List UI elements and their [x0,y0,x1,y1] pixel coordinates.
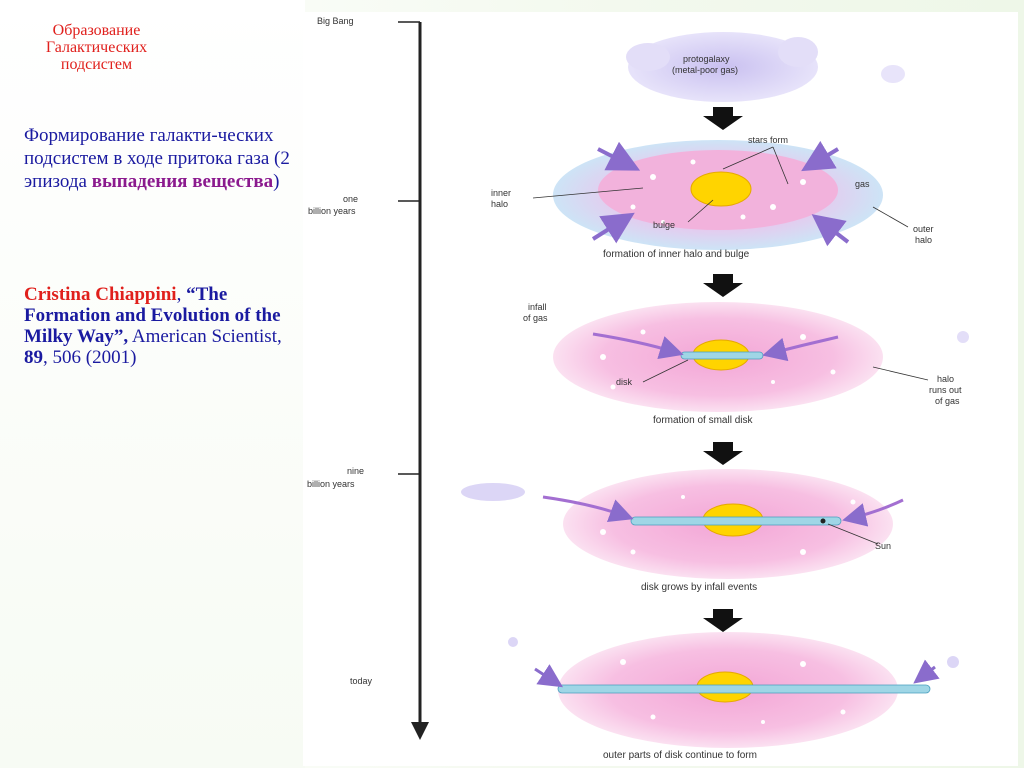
label-one-billion-2: billion years [308,206,356,216]
label-infall: infall [528,302,547,312]
figure-svg: Big Bang one billion years nine billion … [307,16,969,761]
label-inner-halo-2: halo [491,199,508,209]
reference-volume: 89 [24,347,43,368]
arrow-down-icon [703,107,743,130]
label-stars-form: stars form [748,135,788,145]
text-panel: Образование Галактических подсистем Форм… [0,0,305,768]
label-disk: disk [616,377,633,387]
caption-stage-4: outer parts of disk continue to form [603,750,757,761]
label-protogalaxy-2: (metal-poor gas) [672,65,738,75]
label-halo-runs-out-2: runs out [929,385,962,395]
label-infall-2: of gas [523,313,548,323]
arrow-down-icon [703,442,743,465]
label-halo-runs-out-3: of gas [935,396,960,406]
caption-stage-2: formation of small disk [653,415,753,426]
timeline-arrow-icon [411,722,429,740]
caption-stage-1: formation of inner halo and bulge [603,249,750,260]
caption-stage-3: disk grows by infall events [641,582,757,593]
description-end: ) [273,171,280,192]
reference-author: Cristina Chiappini [24,284,177,305]
label-sun: Sun [875,541,891,551]
label-outer-halo-2: halo [915,235,932,245]
reference-sep: , [176,284,187,305]
slide-title: Образование Галактических подсистем [45,22,148,73]
reference-pages: , 506 (2001) [43,347,137,368]
reference-journal: American Scientist, [128,326,282,347]
stage-protogalaxy: protogalaxy (metal-poor gas) [626,32,905,102]
reference-work: “The Formation and Evolution of the Milk… [24,284,281,347]
label-inner-halo: inner [491,188,511,198]
arrow-down-icon [703,609,743,632]
arrow-down-icon [703,274,743,297]
stage-inner-halo-bulge: stars form gas inner halo bulge outer ha… [491,135,934,260]
label-big-bang: Big Bang [317,16,354,26]
slide-description: Формирование галакти-ческих подсистем в … [24,124,299,193]
label-gas: gas [855,179,870,189]
stage-disk-grows: Sun disk grows by infall events [461,469,904,593]
label-one-billion: one [343,194,358,204]
stage-small-disk: infall of gas disk halo runs out of gas … [523,302,969,426]
reference: Cristina Chiappini, “The Formation and E… [24,284,309,368]
label-nine-billion-2: billion years [307,479,355,489]
label-bulge: bulge [653,220,675,230]
stage-outer-disk: outer parts of disk continue to form [508,632,959,761]
description-highlight: выпадения вещества [91,171,274,192]
description-text: Формирование галакти-ческих подсистем в … [24,125,290,192]
label-nine-billion: nine [347,466,364,476]
label-outer-halo: outer [913,224,934,234]
label-protogalaxy: protogalaxy [683,54,730,64]
label-halo-runs-out: halo [937,374,954,384]
galaxy-formation-figure: Big Bang one billion years nine billion … [303,12,1018,766]
label-today: today [350,676,373,686]
